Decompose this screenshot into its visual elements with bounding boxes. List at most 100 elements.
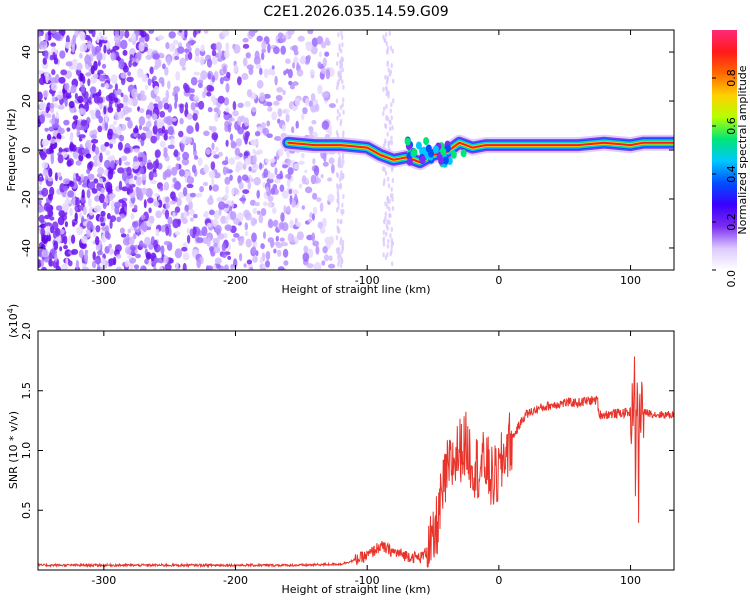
speckle-dot <box>44 50 49 60</box>
speckle-dot <box>190 217 194 222</box>
ridge-blob <box>444 144 451 153</box>
speckle-dot <box>328 255 333 261</box>
speckle-dot <box>133 204 138 211</box>
speckle-dot <box>318 51 322 58</box>
band-dot <box>337 255 340 261</box>
band-dot <box>388 119 392 125</box>
band-dot <box>340 30 343 36</box>
speckle-dot <box>219 77 224 85</box>
speckle-dot <box>90 134 97 139</box>
speckle-dot <box>148 215 155 224</box>
snr-scale-close: ) <box>7 304 20 308</box>
speckle-dot <box>155 210 162 219</box>
speckle-dot <box>262 181 266 189</box>
speckle-dot <box>165 196 170 203</box>
speckle-dot <box>206 91 212 97</box>
speckle-dot <box>282 89 286 96</box>
speckle-dot <box>68 260 73 267</box>
band-dot <box>390 227 393 232</box>
speckle-dot <box>263 201 268 207</box>
speckle-dot <box>84 54 92 65</box>
speckle-dot <box>163 181 170 191</box>
speckle-dot <box>186 176 195 185</box>
colorbar-tick-label: 0.2 <box>725 213 738 231</box>
speckle-dot <box>251 232 257 243</box>
speckle-dot <box>126 107 133 113</box>
speckle-dot <box>169 43 175 52</box>
speckle-dot <box>225 185 229 195</box>
speckle-dot <box>63 245 68 250</box>
speckle-dot <box>103 36 108 41</box>
speckle-dot <box>230 211 237 221</box>
spectrogram-ylabel: Frequency (Hz) <box>5 109 18 192</box>
speckle-dot <box>139 161 144 167</box>
speckle-dot <box>93 205 101 212</box>
speckle-dot <box>148 30 155 34</box>
speckle-dot <box>63 119 70 126</box>
snr-scale-exponent: 4 <box>6 308 15 313</box>
speckle-dot <box>115 160 120 165</box>
speckle-dot <box>305 97 310 107</box>
speckle-dot <box>40 227 45 238</box>
speckle-dot <box>157 35 165 41</box>
speckle-dot <box>124 161 131 166</box>
speckle-dot <box>199 56 205 66</box>
speckle-dot <box>53 102 58 108</box>
speckle-dot <box>180 30 185 39</box>
speckle-dot <box>108 139 117 145</box>
speckle-dot <box>128 178 134 185</box>
speckle-dot <box>79 242 87 250</box>
speckle-dot <box>304 186 313 194</box>
speckle-dot <box>83 252 89 263</box>
band-dot <box>339 121 342 127</box>
speckle-dot <box>162 63 166 70</box>
speckle-dot <box>44 71 50 77</box>
speckle-dot <box>245 238 252 248</box>
band-dot <box>390 140 394 146</box>
speckle-dot <box>39 223 46 229</box>
speckle-dot <box>237 116 242 126</box>
speckle-dot <box>71 248 79 255</box>
speckle-dot <box>203 130 210 137</box>
speckle-dot <box>206 265 214 270</box>
spectrogram-x-tick-label: -300 <box>91 274 116 287</box>
spectrogram-speckle <box>38 30 395 270</box>
speckle-dot <box>109 219 113 230</box>
band-dot <box>389 233 392 239</box>
band-dot <box>386 195 390 201</box>
speckle-dot <box>309 69 315 76</box>
speckle-dot <box>322 246 328 254</box>
speckle-dot <box>198 100 205 110</box>
speckle-dot <box>247 181 252 190</box>
band-dot <box>389 126 392 132</box>
speckle-dot <box>308 126 314 132</box>
speckle-dot <box>252 154 257 164</box>
band-dot <box>384 170 388 176</box>
speckle-dot <box>317 61 322 68</box>
speckle-dot <box>96 35 100 44</box>
speckle-dot <box>184 102 189 111</box>
speckle-dot <box>324 51 330 57</box>
speckle-dot <box>141 173 147 181</box>
speckle-dot <box>94 45 102 53</box>
speckle-dot <box>42 90 49 98</box>
speckle-dot <box>59 246 63 252</box>
speckle-dot <box>195 102 199 108</box>
speckle-dot <box>235 161 243 171</box>
speckle-dot <box>249 266 254 270</box>
speckle-dot <box>295 120 299 129</box>
speckle-dot <box>128 97 134 106</box>
speckle-dot <box>214 112 219 122</box>
speckle-dot <box>225 42 230 51</box>
speckle-dot <box>281 124 286 132</box>
speckle-dot <box>118 111 125 119</box>
band-dot <box>390 102 393 108</box>
speckle-dot <box>222 65 227 74</box>
speckle-dot <box>150 102 154 110</box>
speckle-dot <box>165 42 170 50</box>
speckle-dot <box>71 121 77 130</box>
speckle-dot <box>210 43 218 51</box>
speckle-dot <box>139 240 144 248</box>
speckle-dot <box>218 201 226 210</box>
speckle-dot <box>317 221 323 229</box>
